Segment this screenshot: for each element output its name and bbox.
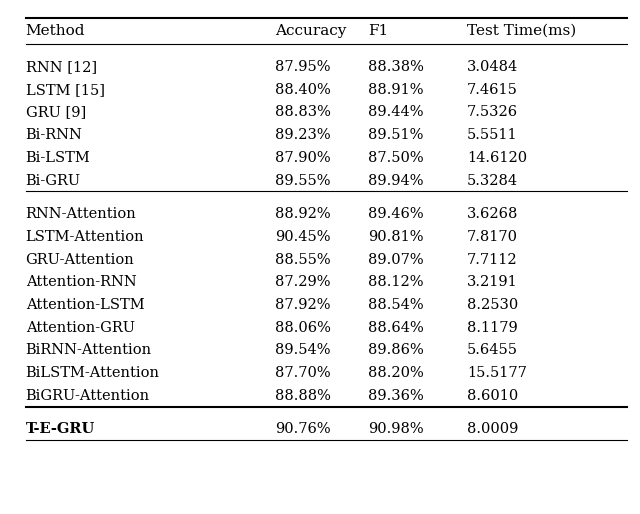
Text: 87.70%: 87.70% — [275, 366, 331, 380]
Text: 5.6455: 5.6455 — [467, 343, 518, 357]
Text: 88.54%: 88.54% — [368, 298, 424, 312]
Text: 89.46%: 89.46% — [368, 207, 424, 221]
Text: 90.76%: 90.76% — [275, 423, 331, 436]
Text: Bi-GRU: Bi-GRU — [26, 174, 81, 188]
Text: Bi-LSTM: Bi-LSTM — [26, 151, 90, 165]
Text: 88.55%: 88.55% — [275, 252, 331, 267]
Text: 90.45%: 90.45% — [275, 230, 331, 244]
Text: LSTM-Attention: LSTM-Attention — [26, 230, 144, 244]
Text: BiRNN-Attention: BiRNN-Attention — [26, 343, 152, 357]
Text: 87.29%: 87.29% — [275, 276, 331, 289]
Text: 90.81%: 90.81% — [368, 230, 424, 244]
Text: Bi-RNN: Bi-RNN — [26, 128, 83, 142]
Text: 89.54%: 89.54% — [275, 343, 331, 357]
Text: GRU-Attention: GRU-Attention — [26, 252, 134, 267]
Text: 5.3284: 5.3284 — [467, 174, 518, 188]
Text: 87.50%: 87.50% — [368, 151, 424, 165]
Text: 88.20%: 88.20% — [368, 366, 424, 380]
Text: 7.7112: 7.7112 — [467, 252, 518, 267]
Text: LSTM [15]: LSTM [15] — [26, 83, 104, 97]
Text: RNN-Attention: RNN-Attention — [26, 207, 136, 221]
Text: 3.0484: 3.0484 — [467, 60, 518, 74]
Text: 3.6268: 3.6268 — [467, 207, 518, 221]
Text: 88.91%: 88.91% — [368, 83, 424, 97]
Text: Method: Method — [26, 24, 85, 38]
Text: 89.44%: 89.44% — [368, 105, 424, 119]
Text: T-E-GRU: T-E-GRU — [26, 423, 95, 436]
Text: 3.2191: 3.2191 — [467, 276, 518, 289]
Text: GRU [9]: GRU [9] — [26, 105, 86, 119]
Text: BiGRU-Attention: BiGRU-Attention — [26, 389, 150, 403]
Text: 89.51%: 89.51% — [368, 128, 424, 142]
Text: 89.07%: 89.07% — [368, 252, 424, 267]
Text: 88.64%: 88.64% — [368, 321, 424, 335]
Text: 8.1179: 8.1179 — [467, 321, 518, 335]
Text: 87.90%: 87.90% — [275, 151, 331, 165]
Text: 88.92%: 88.92% — [275, 207, 331, 221]
Text: 8.2530: 8.2530 — [467, 298, 518, 312]
Text: Accuracy: Accuracy — [275, 24, 347, 38]
Text: 88.88%: 88.88% — [275, 389, 331, 403]
Text: Attention-LSTM: Attention-LSTM — [26, 298, 144, 312]
Text: Attention-RNN: Attention-RNN — [26, 276, 136, 289]
Text: 89.94%: 89.94% — [368, 174, 424, 188]
Text: 8.6010: 8.6010 — [467, 389, 518, 403]
Text: F1: F1 — [368, 24, 388, 38]
Text: Attention-GRU: Attention-GRU — [26, 321, 134, 335]
Text: Test Time(ms): Test Time(ms) — [467, 24, 577, 38]
Text: 89.55%: 89.55% — [275, 174, 331, 188]
Text: RNN [12]: RNN [12] — [26, 60, 97, 74]
Text: 7.4615: 7.4615 — [467, 83, 518, 97]
Text: 87.92%: 87.92% — [275, 298, 331, 312]
Text: 8.0009: 8.0009 — [467, 423, 518, 436]
Text: BiLSTM-Attention: BiLSTM-Attention — [26, 366, 159, 380]
Text: 87.95%: 87.95% — [275, 60, 331, 74]
Text: 89.36%: 89.36% — [368, 389, 424, 403]
Text: 90.98%: 90.98% — [368, 423, 424, 436]
Text: 88.12%: 88.12% — [368, 276, 424, 289]
Text: 88.06%: 88.06% — [275, 321, 331, 335]
Text: 89.23%: 89.23% — [275, 128, 331, 142]
Text: 89.86%: 89.86% — [368, 343, 424, 357]
Text: 7.5326: 7.5326 — [467, 105, 518, 119]
Text: 15.5177: 15.5177 — [467, 366, 527, 380]
Text: 88.83%: 88.83% — [275, 105, 331, 119]
Text: 88.40%: 88.40% — [275, 83, 331, 97]
Text: 88.38%: 88.38% — [368, 60, 424, 74]
Text: 7.8170: 7.8170 — [467, 230, 518, 244]
Text: 5.5511: 5.5511 — [467, 128, 518, 142]
Text: 14.6120: 14.6120 — [467, 151, 527, 165]
